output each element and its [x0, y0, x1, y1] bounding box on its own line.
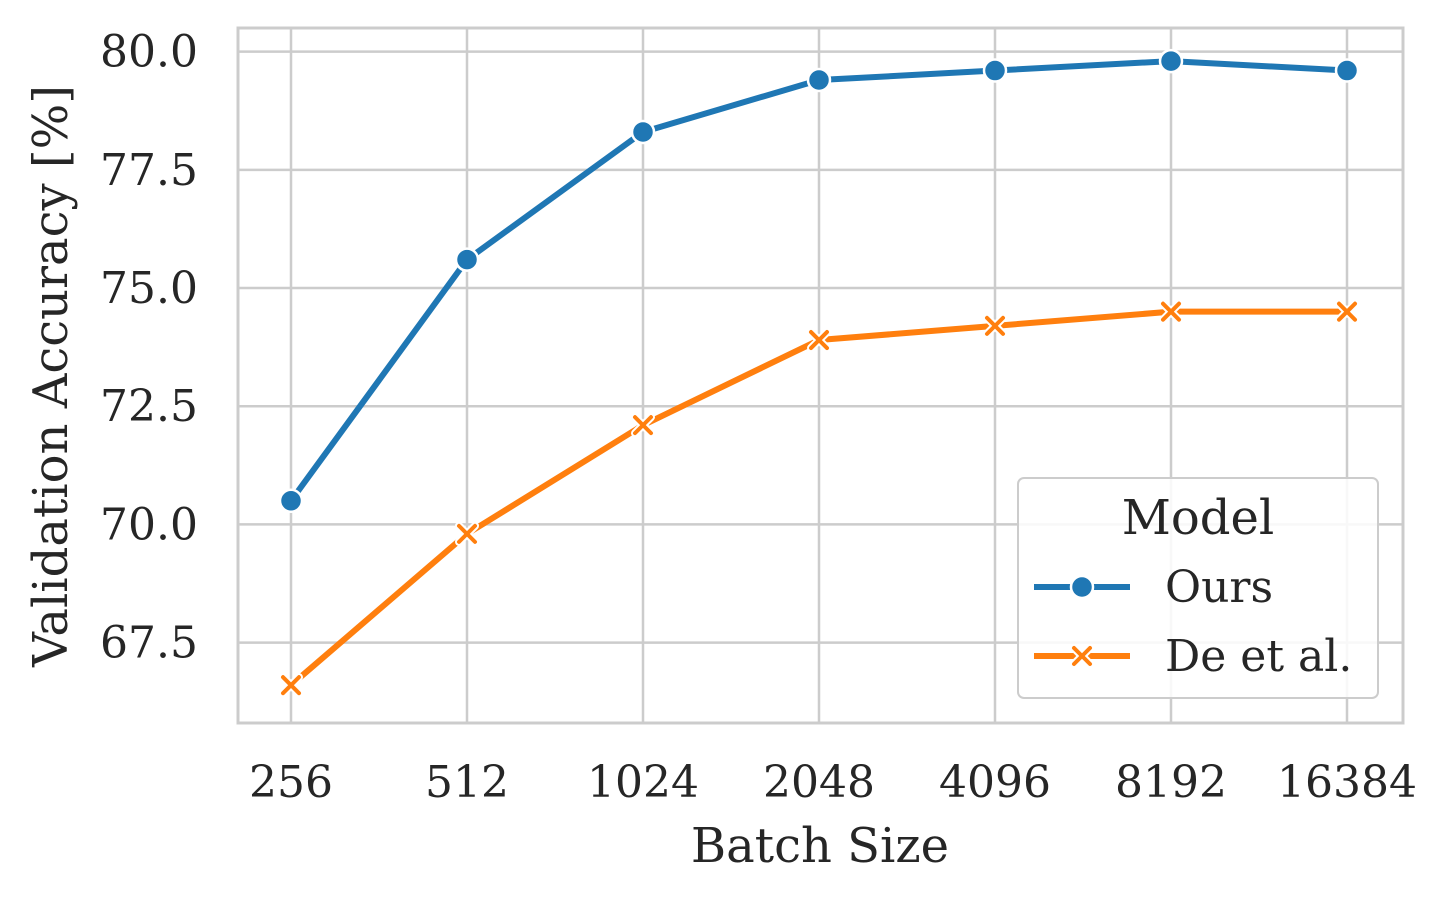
legend-marker-ours — [1069, 574, 1095, 600]
legend-label-de-et-al: De et al. — [1165, 631, 1352, 682]
series-de-et-al — [279, 299, 1359, 698]
data-point-ours — [1158, 48, 1184, 74]
legend-title: Model — [1122, 490, 1275, 546]
data-point-ours — [1334, 58, 1360, 83]
data-point-de-et-al — [1159, 299, 1183, 324]
y-tick-label: 70.0 — [100, 499, 198, 550]
y-tick-label: 75.0 — [100, 263, 198, 314]
x-axis-label: Batch Size — [691, 818, 949, 874]
y-tick-label: 80.0 — [100, 27, 198, 78]
data-point-ours — [630, 119, 656, 145]
x-tick-label: 2048 — [763, 757, 875, 808]
y-axis-label: Validation Accuracy [%] — [23, 85, 79, 668]
data-point-ours — [806, 67, 832, 93]
y-tick-label: 67.5 — [100, 618, 198, 669]
data-point-de-et-al — [455, 521, 479, 546]
y-tick-label: 77.5 — [100, 145, 198, 196]
x-tick-label: 4096 — [939, 757, 1051, 808]
legend-label-ours: Ours — [1165, 562, 1273, 613]
x-tick-label: 1024 — [587, 757, 699, 808]
x-tick-label: 512 — [425, 757, 509, 808]
data-point-de-et-al — [807, 328, 831, 353]
data-point-de-et-al — [983, 313, 1007, 338]
x-tick-label: 8192 — [1115, 757, 1227, 808]
y-tick-labels: 67.5 70.0 72.5 75.0 77.5 80.0 — [100, 27, 198, 669]
y-tick-label: 72.5 — [100, 381, 198, 432]
data-point-de-et-al — [1335, 299, 1359, 324]
x-tick-label: 256 — [249, 757, 333, 808]
series-group — [278, 48, 1360, 698]
data-point-de-et-al — [631, 413, 655, 438]
series-ours — [278, 48, 1360, 514]
legend-box — [1017, 477, 1379, 699]
data-point-ours — [982, 58, 1008, 83]
legend-marker-de-et-al — [1070, 644, 1094, 668]
x-tick-label: 16384 — [1277, 757, 1417, 808]
data-point-ours — [454, 247, 480, 272]
data-point-de-et-al — [279, 673, 303, 698]
plot-frame — [236, 26, 1405, 725]
data-point-ours — [278, 488, 304, 514]
x-tick-labels: 256 512 1024 2048 4096 8192 16384 — [249, 757, 1417, 808]
legend: Model Ours De et al. — [1017, 477, 1379, 699]
